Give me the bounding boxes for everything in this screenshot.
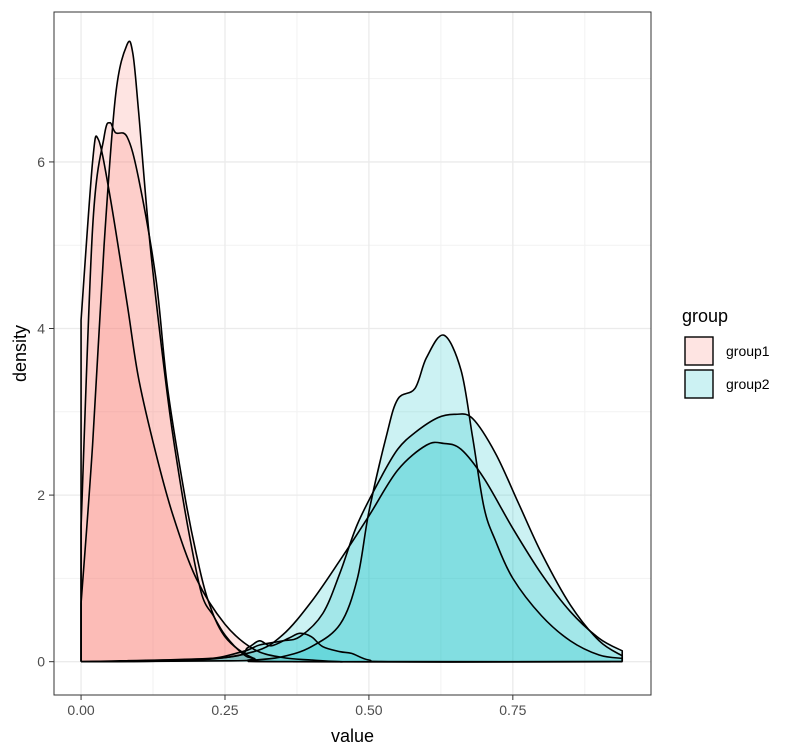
legend-swatch-group1 [684,336,714,366]
density-area-group1-2 [81,122,623,662]
y-axis-title: density [10,325,30,382]
y-tick-label: 6 [37,154,45,170]
legend-key-group2 [684,369,714,399]
legend-item-group2: group2 [684,369,770,399]
density-area-group2-7 [81,633,623,662]
x-axis-title: value [331,726,374,746]
density-curves [80,40,624,663]
density-line-group1-3 [80,40,623,663]
density-line-group2-6 [81,334,624,663]
x-tick-label: 0.75 [499,702,526,718]
x-tick-label: 0.00 [67,702,94,718]
density-area-group2-4 [81,442,623,662]
y-axis: 0 2 4 6 [37,154,54,670]
density-area-group1-1 [81,136,623,662]
legend-swatch-group2 [684,369,714,399]
y-tick-label: 4 [37,321,45,337]
density-line-group2-4 [81,441,624,663]
y-tick-label: 2 [37,487,45,503]
density-area-group1-3 [81,41,623,662]
legend-label-group1: group1 [726,343,770,359]
legend-title: group [682,306,728,326]
density-line-group2-5 [81,413,624,663]
legend-key-group1 [684,336,714,366]
density-area-group2-6 [81,334,623,662]
x-tick-label: 0.25 [211,702,238,718]
legend-label-group2: group2 [726,376,770,392]
x-axis: 0.00 0.25 0.50 0.75 [67,695,527,718]
density-area-group2-5 [81,413,623,662]
y-tick-label: 0 [37,654,45,670]
legend: group group1 group2 [682,306,770,399]
minor-gridlines [54,12,651,695]
x-tick-label: 0.50 [355,702,382,718]
major-gridlines [54,12,651,695]
legend-item-group1: group1 [684,336,770,366]
panel-border [53,11,652,696]
density-line-group2-7 [81,632,623,663]
